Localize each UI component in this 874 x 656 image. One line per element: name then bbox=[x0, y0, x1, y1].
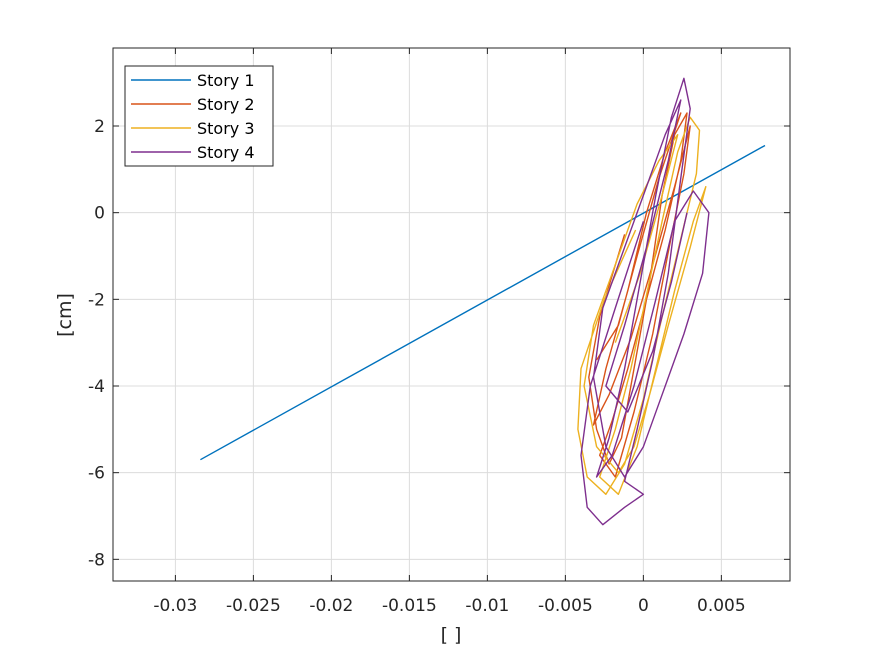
data-series bbox=[200, 77, 766, 526]
x-axis-label: [ ] bbox=[441, 624, 462, 646]
x-tick-label: -0.02 bbox=[309, 596, 353, 616]
legend-label-story-4: Story 4 bbox=[197, 143, 255, 162]
series-line-story-2 bbox=[588, 112, 691, 478]
x-tick-label: -0.03 bbox=[153, 596, 197, 616]
x-tick-label: 0 bbox=[638, 596, 649, 616]
y-tick-label: -4 bbox=[88, 377, 105, 397]
series-line-story-4 bbox=[580, 77, 710, 526]
x-tick-label: -0.025 bbox=[226, 596, 281, 616]
legend: Story 1 Story 2 Story 3 Story 4 bbox=[124, 65, 274, 167]
legend-label-story-1: Story 1 bbox=[197, 71, 255, 90]
legend-label-story-2: Story 2 bbox=[197, 95, 255, 114]
y-tick-label: 2 bbox=[94, 117, 105, 137]
y-tick-label: -8 bbox=[88, 550, 105, 570]
x-tick-label: -0.015 bbox=[382, 596, 437, 616]
plot-frame bbox=[112, 47, 791, 582]
y-axis-label: [cm] bbox=[54, 293, 76, 337]
x-tick-label: -0.01 bbox=[465, 596, 509, 616]
x-tick-label: -0.005 bbox=[538, 596, 593, 616]
y-tick-label: -6 bbox=[88, 464, 105, 484]
y-tick-label: -2 bbox=[88, 290, 105, 310]
y-tick-label: 0 bbox=[94, 204, 105, 224]
legend-box bbox=[124, 65, 274, 167]
x-tick-labels: -0.03 -0.025 -0.02 -0.015 -0.01 -0.005 0 0.005 bbox=[153, 596, 745, 616]
y-tick-labels: 2 0 -2 -4 -6 -8 bbox=[88, 117, 105, 570]
legend-label-story-3: Story 3 bbox=[197, 119, 255, 138]
x-tick-label: 0.005 bbox=[697, 596, 746, 616]
axes bbox=[113, 48, 790, 581]
